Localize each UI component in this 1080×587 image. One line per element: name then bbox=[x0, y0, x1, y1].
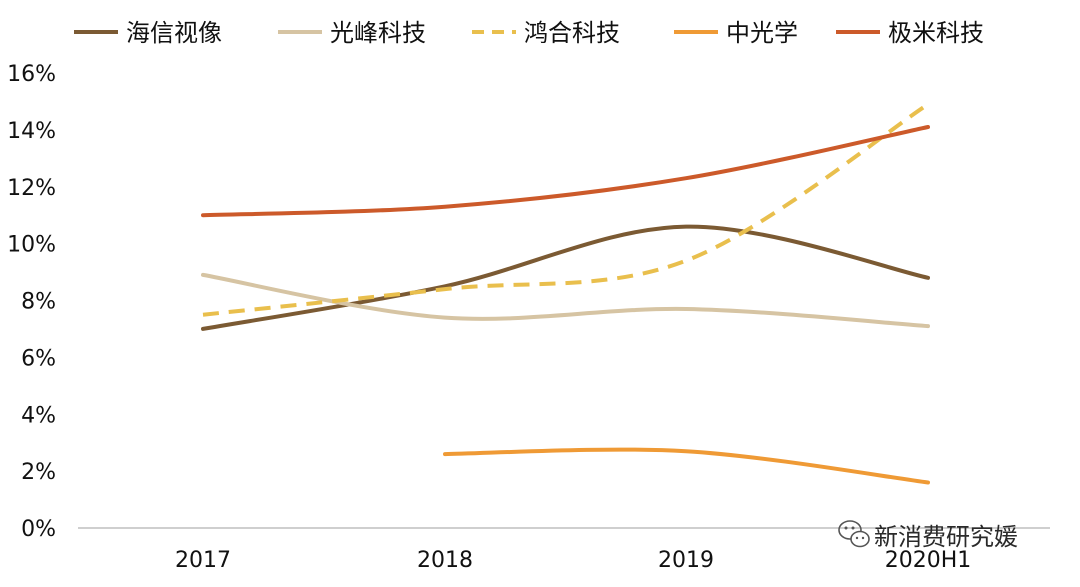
y-tick-label: 2% bbox=[21, 460, 56, 485]
y-axis-ticks: 0% 2% 4% 6% 8% 10% 12% 14% 16% bbox=[7, 62, 56, 542]
series-line-2 bbox=[202, 102, 930, 317]
legend-label: 中光学 bbox=[726, 19, 798, 47]
series-line-4 bbox=[201, 125, 930, 218]
y-tick-label: 0% bbox=[21, 517, 56, 542]
legend: 海信视像 光峰科技 鸿合科技 中光学 极米科技 bbox=[74, 19, 984, 47]
x-tick-label: 2017 bbox=[175, 548, 231, 573]
wechat-icon bbox=[838, 520, 870, 548]
y-tick-label: 12% bbox=[7, 176, 56, 201]
x-tick-label: 2019 bbox=[658, 548, 714, 573]
y-tick-label: 10% bbox=[7, 233, 56, 258]
series-line-0 bbox=[201, 224, 930, 331]
series-line-1 bbox=[201, 272, 930, 329]
x-tick-label: 2018 bbox=[417, 548, 473, 573]
legend-label: 海信视像 bbox=[126, 19, 222, 47]
series-lines bbox=[201, 102, 930, 485]
legend-label: 鸿合科技 bbox=[524, 19, 620, 47]
y-tick-label: 16% bbox=[7, 62, 56, 87]
y-tick-label: 4% bbox=[21, 403, 56, 428]
y-tick-label: 14% bbox=[7, 119, 56, 144]
x-tick-label: 2020H1 bbox=[885, 548, 972, 573]
x-axis-ticks: 2017 2018 2019 2020H1 bbox=[175, 548, 971, 573]
y-tick-label: 8% bbox=[21, 290, 56, 315]
y-tick-label: 6% bbox=[21, 346, 56, 371]
series-line-3 bbox=[443, 447, 930, 485]
watermark-text: 新消费研究媛 bbox=[874, 523, 1018, 551]
watermark: 新消费研究媛 bbox=[838, 520, 1018, 551]
legend-label: 光峰科技 bbox=[330, 19, 426, 47]
legend-label: 极米科技 bbox=[888, 19, 984, 47]
